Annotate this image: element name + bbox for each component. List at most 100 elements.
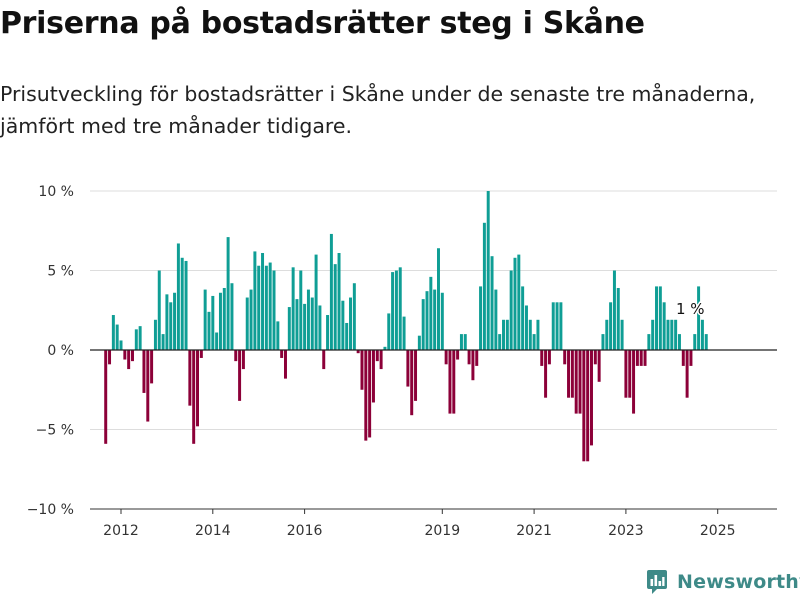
bar (303, 303, 307, 350)
bar (586, 350, 590, 462)
bar (406, 350, 410, 387)
bar (108, 350, 112, 365)
newsworthy-logo[interactable]: Newsworthy (645, 569, 800, 595)
bar (150, 350, 154, 384)
bar (563, 350, 567, 365)
bar (123, 350, 127, 360)
bar (119, 340, 123, 350)
bar (486, 191, 490, 350)
bar (620, 319, 624, 350)
bar (157, 270, 161, 350)
bar (467, 350, 471, 365)
brand-name: Newsworthy (677, 571, 800, 593)
bar (643, 350, 647, 366)
bar (509, 270, 513, 350)
bar (402, 316, 406, 350)
bar (505, 319, 509, 350)
bar (356, 350, 360, 354)
bar (391, 272, 395, 350)
bar (502, 319, 505, 350)
bar (609, 302, 613, 350)
bar (398, 267, 402, 350)
bar (180, 257, 184, 350)
bar (345, 322, 349, 350)
bar (521, 286, 525, 350)
bar (498, 334, 502, 350)
bar (421, 299, 425, 350)
bar (268, 262, 272, 350)
bar (601, 334, 605, 350)
bar (559, 302, 563, 350)
y-tick-label: −10 % (27, 502, 74, 518)
bar (272, 270, 276, 350)
bar (203, 289, 207, 350)
bar (176, 243, 180, 350)
bar (471, 350, 475, 381)
bar (437, 248, 440, 350)
bar (146, 350, 150, 422)
bar (697, 286, 701, 350)
chart-subtitle: Prisutveckling för bostadsrätter i Skåne… (0, 82, 756, 138)
y-tick-label: 10 % (38, 184, 74, 200)
bar (249, 289, 253, 350)
x-tick-label: 2019 (424, 523, 460, 539)
bar (433, 289, 437, 350)
bar (184, 260, 188, 350)
bar (578, 350, 582, 414)
x-tick-label: 2025 (700, 523, 736, 539)
bar (628, 350, 632, 398)
bar (341, 300, 345, 350)
y-tick-label: 0 % (47, 343, 74, 359)
bar (410, 350, 414, 416)
bar (215, 332, 219, 350)
bar (261, 253, 265, 350)
bar (104, 350, 108, 444)
bar (153, 319, 157, 350)
bar (131, 350, 134, 362)
bar (211, 295, 215, 350)
bar (379, 350, 383, 370)
bar (593, 350, 597, 365)
bar (632, 350, 636, 414)
bar (651, 319, 655, 350)
bar (605, 319, 609, 350)
bar (693, 334, 697, 350)
bar (196, 350, 199, 427)
bar (329, 233, 333, 350)
bar (670, 319, 674, 350)
bar (383, 346, 387, 350)
bar (284, 350, 287, 379)
bar (291, 267, 295, 350)
bar (111, 315, 115, 350)
bar (459, 334, 463, 350)
bar (138, 326, 142, 350)
bar-chart: 10 % 5 % 0 % −5 % −10 % 2012 2014 2016 2019 2021 2… (27, 184, 777, 539)
bar (299, 270, 303, 350)
chart-title: Priserna på bostadsrätter steg i Skåne (0, 6, 645, 41)
bar (218, 292, 222, 350)
x-tick-label: 2016 (287, 523, 323, 539)
bar (647, 334, 651, 350)
bar (241, 350, 245, 370)
bar (567, 350, 571, 398)
bar (685, 350, 689, 398)
bar (479, 286, 483, 350)
bar (230, 283, 234, 350)
bar (517, 254, 521, 350)
bar (570, 350, 574, 398)
bar (253, 251, 257, 350)
bar (352, 283, 356, 350)
bar (368, 350, 372, 438)
annotation-label: 1 % (676, 300, 705, 318)
bar (677, 334, 681, 350)
bar (264, 265, 268, 350)
bar (532, 334, 536, 350)
bar (173, 292, 177, 350)
bar (635, 350, 639, 366)
bar (310, 297, 314, 350)
bar (544, 350, 548, 398)
bar (452, 350, 456, 414)
bar (494, 289, 498, 350)
bar (456, 350, 460, 360)
bar (188, 350, 192, 406)
